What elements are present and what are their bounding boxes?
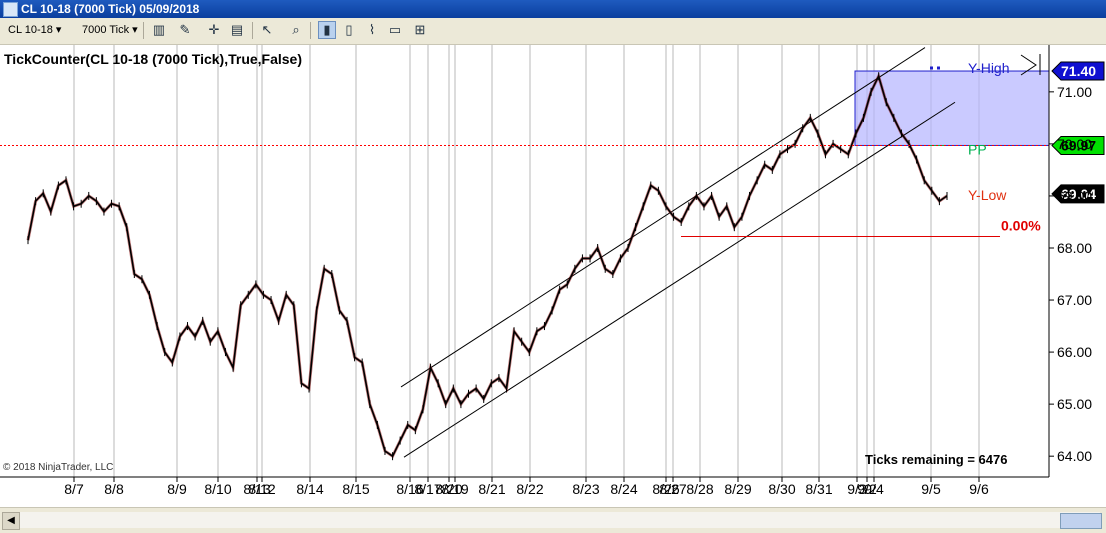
interval-label: 7000 Tick <box>82 24 130 36</box>
time-tick-label: 8/22 <box>516 481 543 497</box>
price-tick-label: 70.00 <box>1057 136 1092 152</box>
time-tick-label: 8/14 <box>296 481 323 497</box>
ticks-remaining-text: Ticks remaining = 6476 <box>865 452 1007 467</box>
scroll-track[interactable] <box>20 512 1100 528</box>
instrument-dropdown[interactable]: CL 10-18 ▾ <box>4 22 65 38</box>
time-tick-label: 8/10 <box>204 481 231 497</box>
time-tick-label: 8/12 <box>248 481 275 497</box>
time-tick-label: 9/6 <box>969 481 989 497</box>
candlestick-style-icon[interactable]: ▥ <box>152 22 166 37</box>
time-tick-label: 8/20 <box>435 481 462 497</box>
pp-tag-label: 69.97 <box>1061 137 1096 153</box>
line-chart-icon[interactable]: ⌇ <box>368 22 376 37</box>
price-tick-label: 65.00 <box>1057 396 1092 412</box>
time-tick-label: 8/28 <box>686 481 713 497</box>
window-titlebar: CL 10-18 (7000 Tick) 05/09/2018 <box>0 0 1106 18</box>
price-chart[interactable]: Y-High PP Y-Low 0.00% 71.40 69.97 69.04 71.00 7… <box>0 45 1106 505</box>
time-tick-label: 8/29 <box>724 481 751 497</box>
price-tick-label: 67.00 <box>1057 292 1092 308</box>
fib-retracement-box <box>854 70 1050 146</box>
scroll-left-icon[interactable]: ◀ <box>2 512 20 530</box>
toolbar-divider <box>143 22 144 39</box>
channel-lower-line <box>403 101 956 458</box>
price-line <box>27 73 948 458</box>
data-box-icon[interactable]: ▭ <box>388 22 402 37</box>
y-high-tag-label: 71.40 <box>1061 63 1096 79</box>
window-title: CL 10-18 (7000 Tick) 05/09/2018 <box>21 2 200 16</box>
candles-icon[interactable]: ▯ <box>345 22 353 37</box>
chart-trader-icon[interactable]: ⊞ <box>414 22 426 37</box>
y-high-tag <box>1051 61 1105 81</box>
time-tick-label: 8/30 <box>768 481 795 497</box>
scroll-thumb[interactable] <box>1060 513 1102 529</box>
price-tick-label: 69.00 <box>1057 188 1092 204</box>
price-tick-label: 64.00 <box>1057 448 1092 464</box>
crosshair-icon[interactable]: ✛ <box>208 22 220 37</box>
time-tick-label: 8/8 <box>104 481 124 497</box>
pointer-tool-icon[interactable]: ↖ <box>261 22 273 37</box>
price-tick-label: 66.00 <box>1057 344 1092 360</box>
time-tick-label: 8/16 <box>396 481 423 497</box>
time-tick-label: 8/7 <box>64 481 84 497</box>
time-tick-label: 9/3 <box>847 481 867 497</box>
instrument-label: CL 10-18 <box>8 24 53 36</box>
price-tick-label: 68.00 <box>1057 240 1092 256</box>
panel-collapse-icon[interactable] <box>1020 54 1037 76</box>
time-tick-label: 9/5 <box>921 481 941 497</box>
time-tick-label: 8/26 <box>652 481 679 497</box>
channel-upper-line <box>400 47 926 388</box>
time-tick-label: 9/2 <box>857 481 877 497</box>
last-price-tag-label: 69.04 <box>1061 186 1096 202</box>
chevron-down-icon: ▾ <box>55 24 62 36</box>
price-chart-svg: Y-High PP Y-Low 0.00% 71.40 69.97 69.04 71.00 7… <box>0 45 1105 497</box>
y-high-label: Y-High <box>968 60 1010 76</box>
zoom-icon[interactable]: ⌕ <box>292 22 300 37</box>
toolbar-divider <box>310 22 311 39</box>
toolbar-divider <box>252 22 253 39</box>
last-price-tag <box>1051 184 1105 204</box>
copyright-text: © 2018 NinjaTrader, LLC <box>3 462 113 473</box>
interval-dropdown[interactable]: 7000 Tick ▾ <box>78 22 142 38</box>
time-tick-label: 8/21 <box>478 481 505 497</box>
time-tick-label: 8/19 <box>441 481 468 497</box>
y-low-label: Y-Low <box>968 187 1007 203</box>
pp-tag <box>1051 135 1105 155</box>
chart-app-icon <box>3 2 18 17</box>
price-tick-label: 71.00 <box>1057 84 1092 100</box>
time-tick-label: 8/15 <box>342 481 369 497</box>
chevron-down-icon: ▾ <box>132 24 138 36</box>
fib-zero-label: 0.00% <box>1001 218 1041 234</box>
bar-type-icon[interactable]: ▮ <box>318 21 336 39</box>
time-tick-label: 9/4 <box>864 481 884 497</box>
time-tick-label: 8/31 <box>805 481 832 497</box>
chart-toolbar: CL 10-18 ▾ 7000 Tick ▾ ▥ ✎ ✛ ▤ ↖ ⌕ ▮ ▯ ⌇… <box>0 18 1106 45</box>
indicator-label: TickCounter(CL 10-18 (7000 Tick),True,Fa… <box>4 51 302 67</box>
properties-icon[interactable]: ▤ <box>230 22 244 37</box>
horizontal-scrollbar[interactable]: ◀ <box>0 507 1106 533</box>
time-tick-label: 8/27 <box>659 481 686 497</box>
pp-label: PP <box>968 141 987 157</box>
pencil-drawing-icon[interactable]: ✎ <box>179 22 191 37</box>
time-tick-label: 8/13 <box>243 481 270 497</box>
time-tick-label: 8/9 <box>167 481 187 497</box>
time-tick-label: 8/23 <box>572 481 599 497</box>
time-tick-label: 8/24 <box>610 481 637 497</box>
time-tick-label: 8/17 <box>414 481 441 497</box>
